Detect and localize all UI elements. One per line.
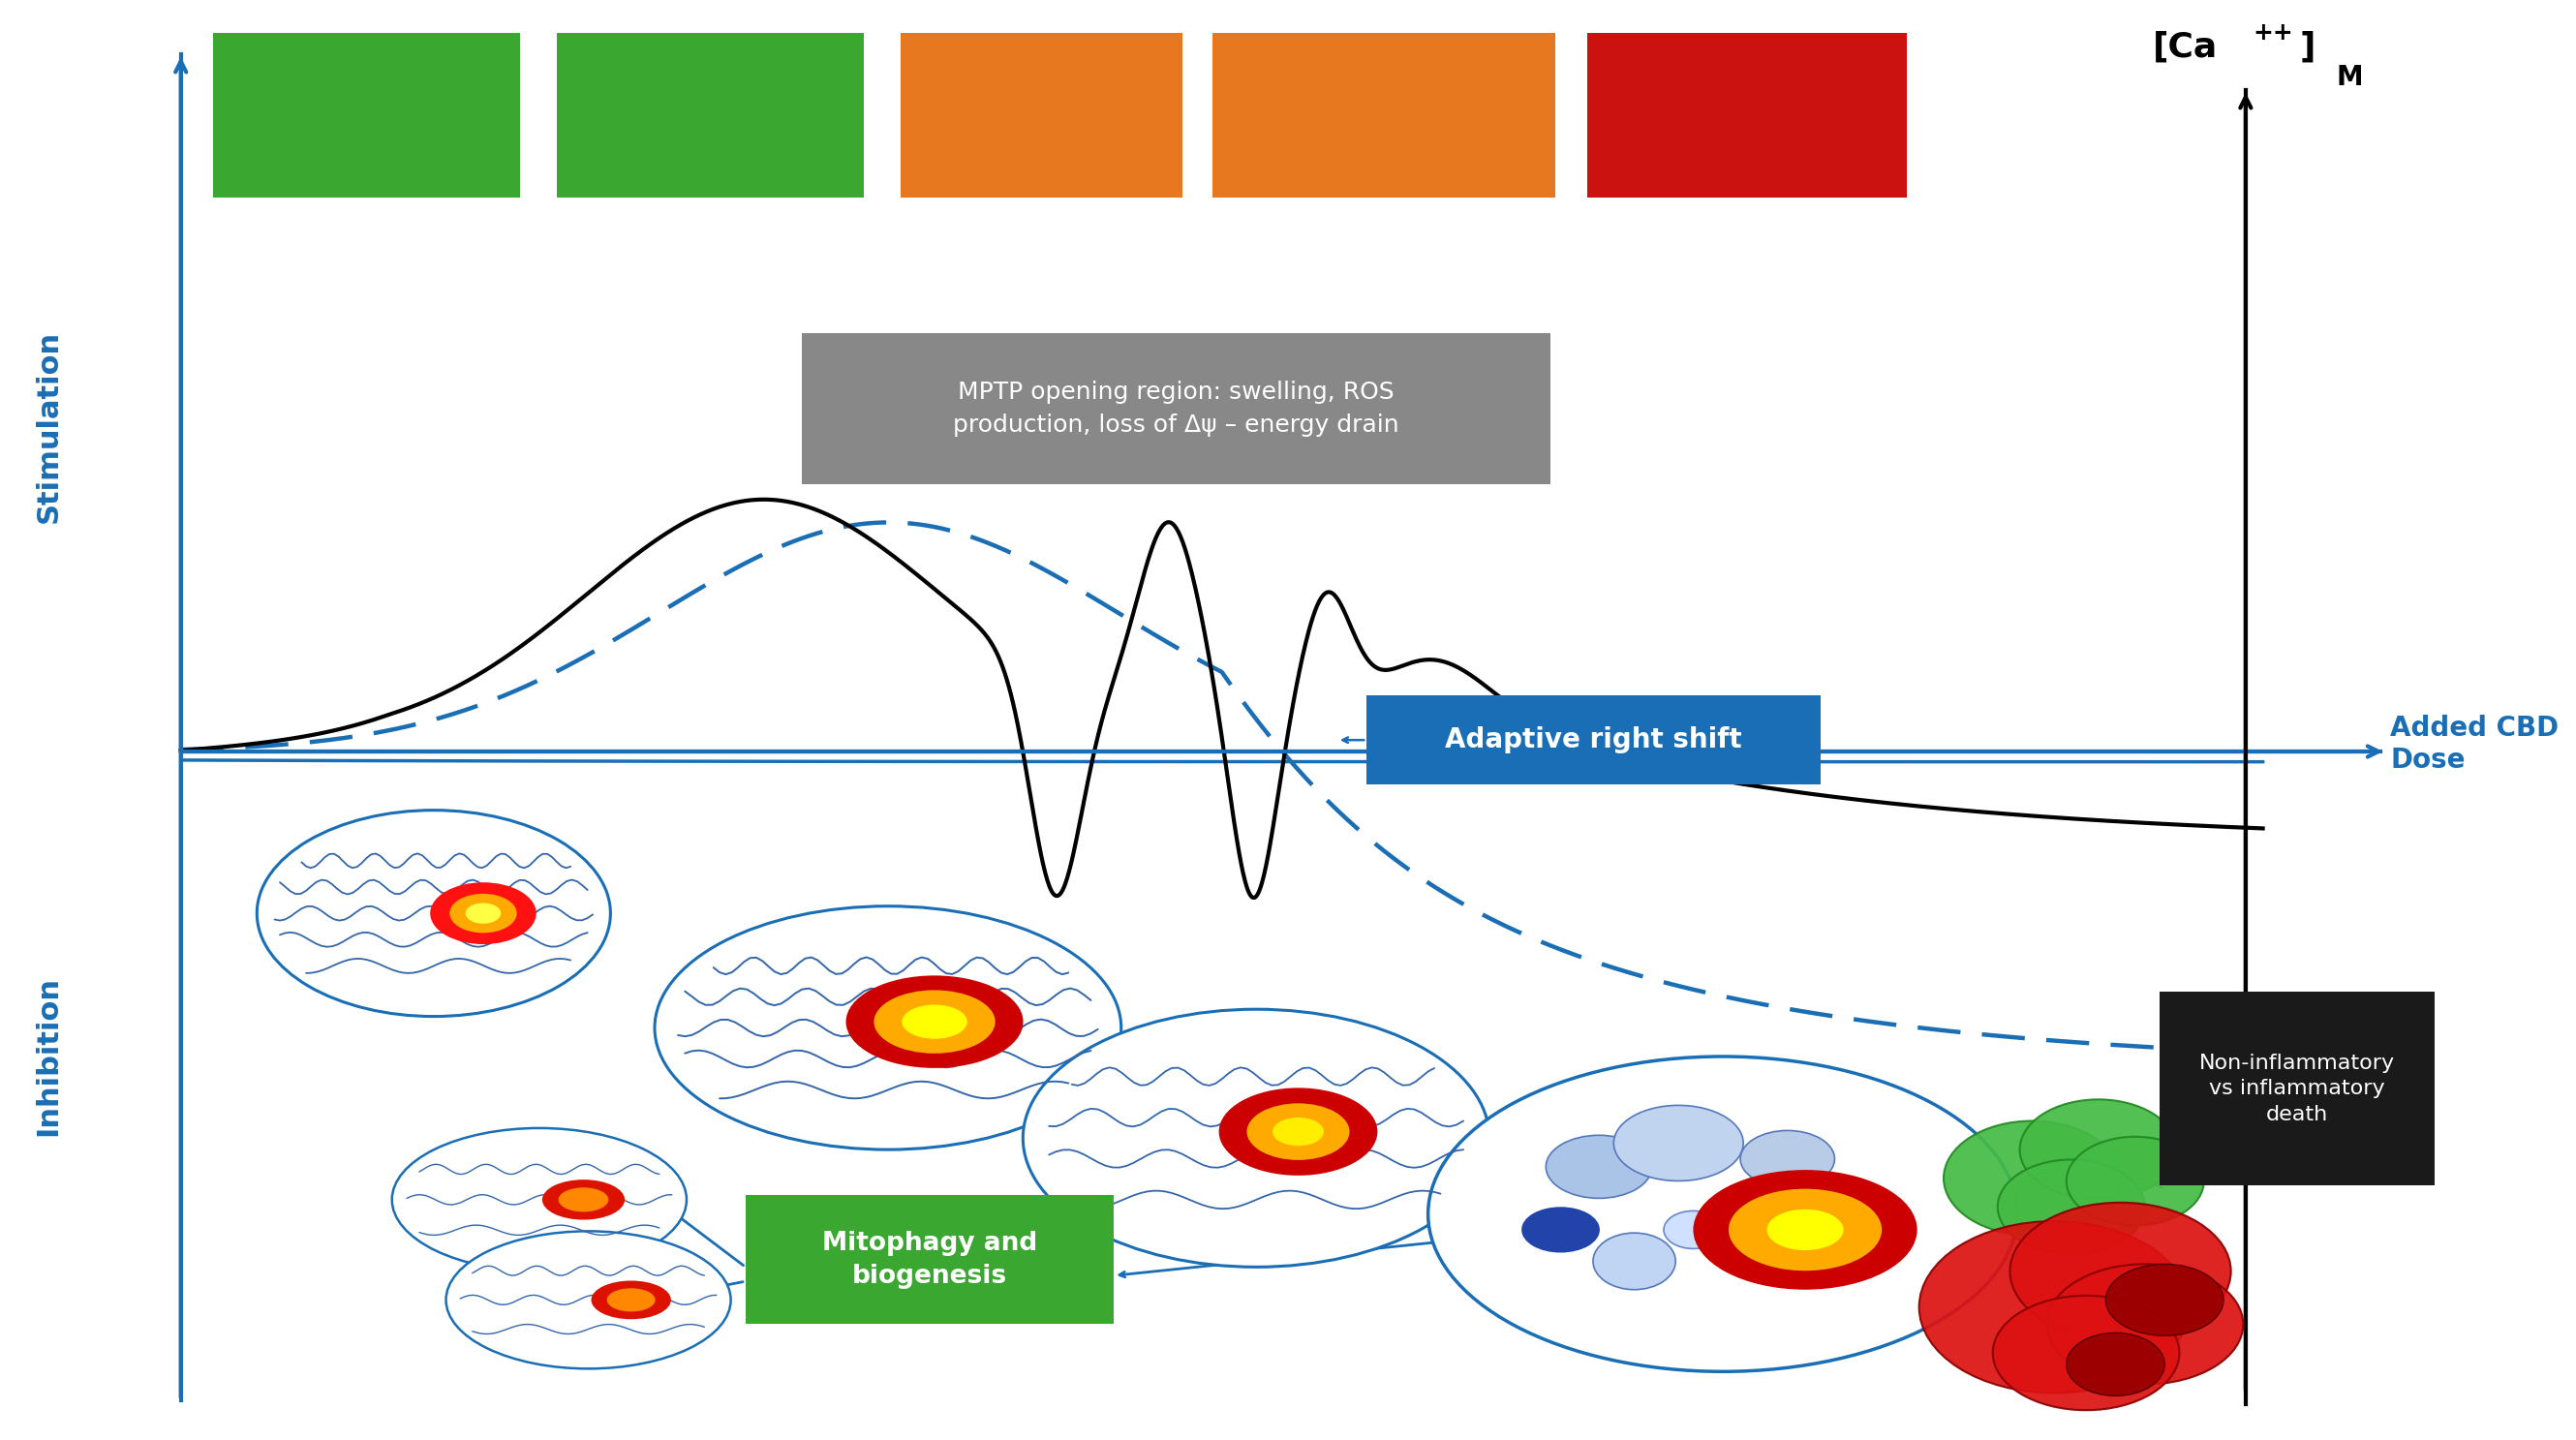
Ellipse shape (2105, 1264, 2223, 1336)
Ellipse shape (451, 894, 518, 933)
Ellipse shape (1023, 1009, 1489, 1267)
Text: ~ 30–100 μM: ~ 30–100 μM (1654, 143, 1839, 167)
Ellipse shape (1945, 1120, 2120, 1236)
Text: 50: 50 (1762, 84, 1793, 104)
Ellipse shape (430, 883, 536, 945)
Ellipse shape (2048, 1264, 2244, 1384)
FancyBboxPatch shape (214, 33, 520, 197)
Text: NOAEL
~ 1.0–2.5 μM: NOAEL ~ 1.0–2.5 μM (948, 86, 1133, 144)
Ellipse shape (1728, 1189, 1883, 1270)
Ellipse shape (1273, 1117, 1324, 1146)
Text: [Ca: [Ca (2154, 30, 2218, 63)
FancyBboxPatch shape (899, 33, 1182, 197)
Ellipse shape (1664, 1211, 1723, 1248)
FancyBboxPatch shape (1587, 33, 1906, 197)
Text: Peak stimulus
~ 0.1–0.5 μM: Peak stimulus ~ 0.1–0.5 μM (608, 86, 811, 144)
Text: IC: IC (1716, 72, 1747, 99)
Text: Inhibition: Inhibition (33, 976, 62, 1136)
Text: Stimulation: Stimulation (33, 330, 62, 523)
Text: ]: ] (2300, 30, 2316, 63)
FancyBboxPatch shape (556, 33, 863, 197)
Ellipse shape (1919, 1221, 2190, 1392)
Text: Adaptive right shift: Adaptive right shift (1445, 727, 1741, 753)
Ellipse shape (1218, 1087, 1378, 1175)
Ellipse shape (1996, 1159, 2146, 1254)
Ellipse shape (592, 1280, 670, 1319)
Ellipse shape (1592, 1233, 1674, 1290)
Ellipse shape (2066, 1333, 2164, 1395)
Ellipse shape (1522, 1208, 1600, 1251)
Ellipse shape (392, 1128, 688, 1272)
Ellipse shape (559, 1188, 608, 1212)
Text: Added CBD
Dose: Added CBD Dose (2391, 716, 2558, 773)
FancyBboxPatch shape (1211, 33, 1556, 197)
Text: Toxic adaptability
~ 2.5–20 μM: Toxic adaptability ~ 2.5–20 μM (1257, 86, 1512, 144)
Ellipse shape (873, 991, 994, 1054)
Ellipse shape (2020, 1100, 2177, 1200)
Ellipse shape (1994, 1296, 2179, 1410)
Ellipse shape (608, 1289, 654, 1312)
Text: M: M (2336, 65, 2362, 91)
Ellipse shape (845, 975, 1023, 1068)
Ellipse shape (654, 906, 1121, 1149)
Ellipse shape (541, 1179, 626, 1220)
Ellipse shape (258, 811, 611, 1017)
Ellipse shape (2066, 1136, 2205, 1225)
Text: Mitophagy and
biogenesis: Mitophagy and biogenesis (822, 1231, 1038, 1289)
Ellipse shape (1767, 1210, 1844, 1250)
FancyBboxPatch shape (744, 1195, 1113, 1325)
Ellipse shape (466, 903, 500, 923)
FancyBboxPatch shape (2159, 992, 2434, 1185)
Ellipse shape (1546, 1135, 1651, 1198)
Ellipse shape (1692, 1169, 1917, 1290)
Text: Min hormetic dose
~ 0.05 μM?: Min hormetic dose ~ 0.05 μM? (232, 86, 500, 144)
FancyBboxPatch shape (801, 334, 1551, 484)
Ellipse shape (1427, 1057, 2017, 1371)
Ellipse shape (1613, 1106, 1744, 1181)
Text: Non-inflammatory
vs inflammatory
death: Non-inflammatory vs inflammatory death (2200, 1054, 2396, 1125)
Text: MPTP opening region: swelling, ROS
production, loss of Δψ – energy drain: MPTP opening region: swelling, ROS produ… (953, 380, 1399, 436)
Ellipse shape (902, 1005, 966, 1038)
Ellipse shape (2009, 1202, 2231, 1341)
Text: ++: ++ (2254, 22, 2293, 45)
Ellipse shape (1247, 1103, 1350, 1161)
FancyBboxPatch shape (1368, 696, 1821, 785)
Ellipse shape (446, 1231, 732, 1368)
Ellipse shape (1741, 1130, 1834, 1187)
